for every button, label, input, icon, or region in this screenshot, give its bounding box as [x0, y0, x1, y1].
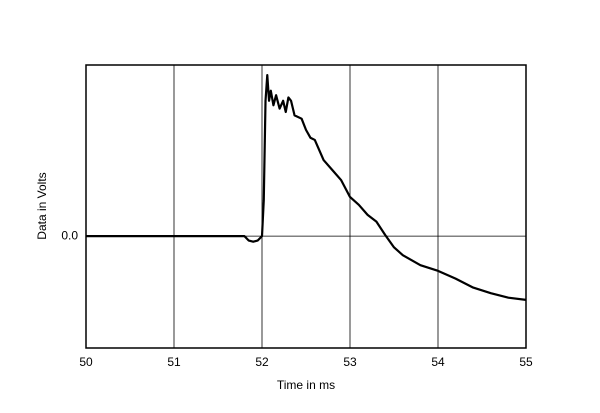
x-tick-label: 52	[255, 355, 269, 369]
x-tick-label: 51	[167, 355, 181, 369]
plot-frame	[85, 64, 527, 349]
x-tick-label: 54	[431, 355, 445, 369]
x-tick-label: 53	[343, 355, 357, 369]
y-axis-label: Data in Volts	[35, 172, 49, 239]
y-tick-label: 0.0	[61, 228, 78, 242]
x-axis-label: Time in ms	[277, 378, 335, 392]
x-tick-label: 55	[519, 355, 533, 369]
data-line	[86, 73, 527, 301]
x-tick-label: 50	[79, 355, 93, 369]
